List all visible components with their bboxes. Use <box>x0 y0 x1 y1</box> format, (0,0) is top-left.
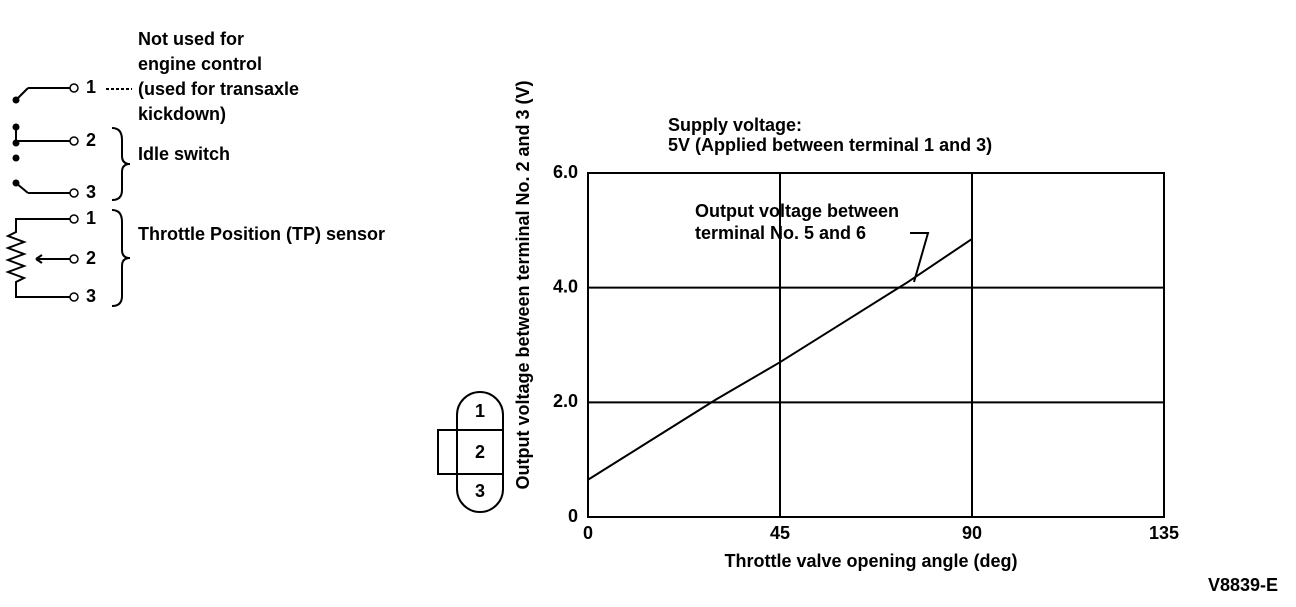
y-tick-label: 4.0 <box>553 276 578 296</box>
y-tick-label: 2.0 <box>553 391 578 411</box>
terminal-number: 1 <box>86 77 96 97</box>
x-axis-label: Throttle valve opening angle (deg) <box>724 551 1017 571</box>
terminal-number: 3 <box>86 286 96 306</box>
note-line: (used for transaxle <box>138 79 299 99</box>
output-annotation: Output voltage between <box>695 201 899 221</box>
idle-switch-symbol <box>12 83 132 201</box>
idle-label: Idle switch <box>138 144 230 164</box>
data-line <box>587 238 973 481</box>
output-annotation: terminal No. 5 and 6 <box>695 223 866 243</box>
x-tick-label: 90 <box>962 523 982 543</box>
note-line: kickdown) <box>138 104 226 124</box>
terminal-number: 1 <box>86 208 96 228</box>
leader-line <box>910 232 930 283</box>
terminal-number: 2 <box>86 130 96 150</box>
y-tick-label: 6.0 <box>553 162 578 182</box>
connector-pin: 1 <box>475 401 485 421</box>
terminal-number: 2 <box>86 248 96 268</box>
tp-label: Throttle Position (TP) sensor <box>138 224 385 244</box>
y-tick-label: 0 <box>568 506 578 526</box>
connector-symbol <box>437 391 504 513</box>
x-tick-label: 45 <box>770 523 790 543</box>
note-line: Not used for <box>138 29 244 49</box>
connector-pin: 2 <box>475 442 485 462</box>
tp-sensor-symbol <box>5 209 131 307</box>
connector-pin: 3 <box>475 481 485 501</box>
supply-annotation: 5V (Applied between terminal 1 and 3) <box>668 135 992 155</box>
terminal-number: 3 <box>86 182 96 202</box>
figure-code: V8839-E <box>1208 575 1278 595</box>
supply-annotation: Supply voltage: <box>668 115 802 135</box>
x-tick-label: 135 <box>1149 523 1179 543</box>
note-line: engine control <box>138 54 262 74</box>
x-tick-label: 0 <box>583 523 593 543</box>
plot-frame <box>587 172 1165 518</box>
y-axis-label: Output voltage between terminal No. 2 an… <box>513 80 533 489</box>
